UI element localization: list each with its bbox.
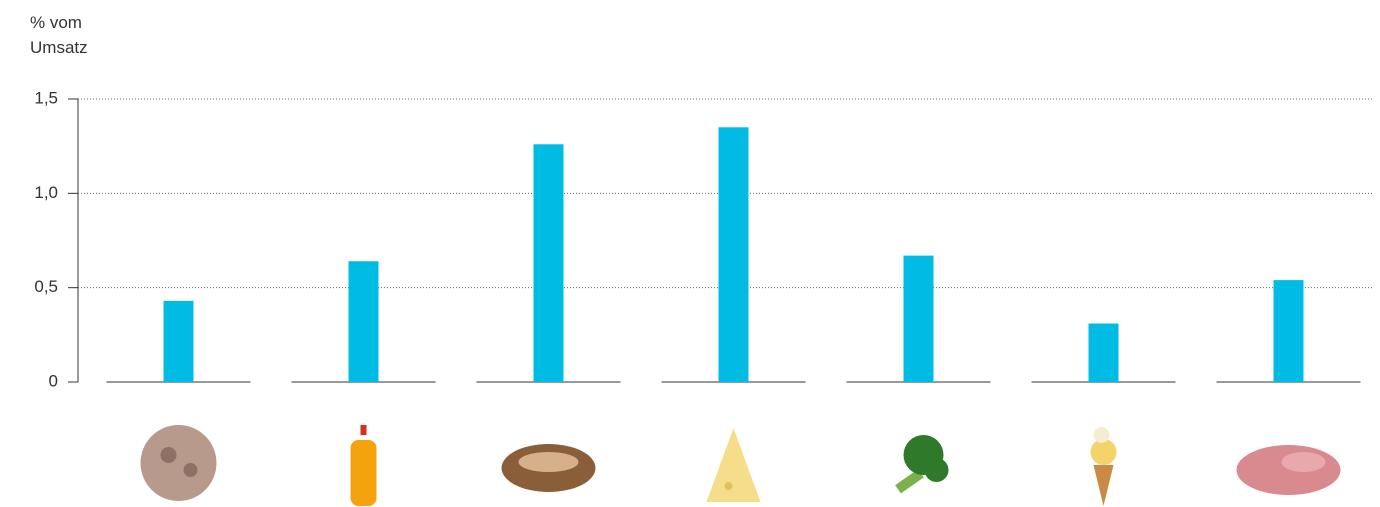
icon (1090, 439, 1117, 465)
icon (1093, 465, 1114, 506)
category-icon (350, 425, 377, 506)
y-tick-label: 1,0 (34, 183, 58, 202)
bar (533, 144, 564, 382)
bar (1088, 323, 1119, 382)
icon (706, 428, 761, 502)
bar (348, 261, 379, 382)
icon (160, 447, 177, 463)
category-icon (501, 444, 596, 492)
icon (360, 425, 367, 435)
icon (895, 469, 924, 494)
y-tick-label: 0,5 (34, 277, 58, 296)
icon (1093, 427, 1110, 443)
icon (183, 463, 198, 477)
icon (1281, 452, 1326, 472)
y-tick-label: 1,5 (34, 88, 58, 107)
icon (140, 425, 217, 501)
category-icon (1090, 427, 1117, 506)
icon (724, 482, 733, 490)
category-icon (140, 425, 217, 501)
icon (518, 452, 579, 472)
y-tick-label: 0 (49, 371, 58, 390)
icon (924, 458, 949, 482)
category-icon (1236, 445, 1341, 495)
bar (903, 255, 934, 382)
bar (1273, 280, 1304, 382)
bar (718, 127, 749, 382)
bar (163, 300, 194, 382)
icon (350, 440, 377, 506)
category-icon (706, 428, 761, 502)
category-icon (895, 435, 949, 494)
y-axis-title: % vom Umsatz (30, 13, 88, 57)
icon (1236, 445, 1341, 495)
